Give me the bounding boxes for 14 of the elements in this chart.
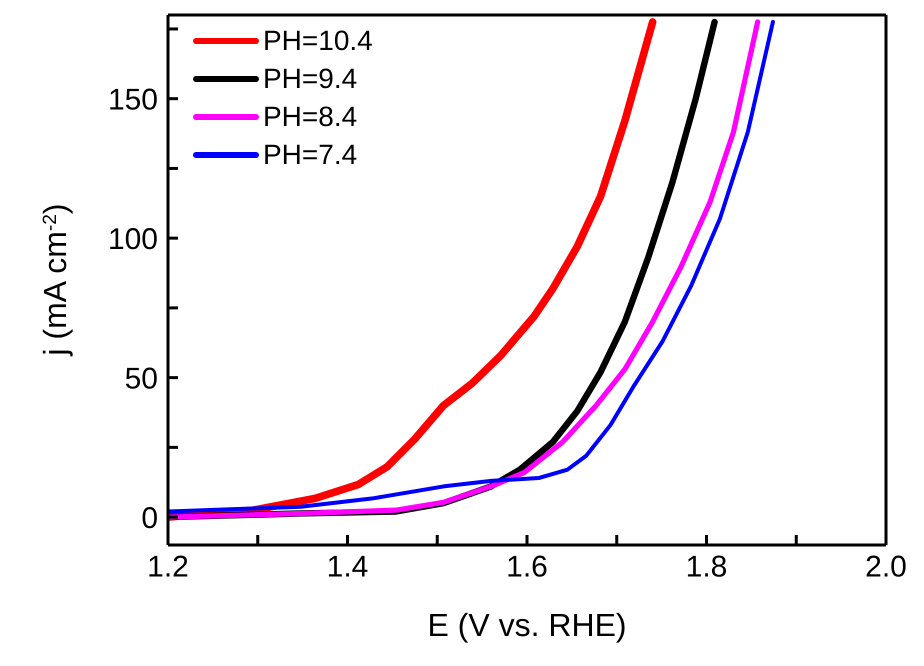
x-tick-label: 1.2: [147, 550, 189, 584]
y-tick-label: 0: [141, 502, 158, 535]
x-tick-label: 1.6: [506, 550, 548, 584]
legend-label: PH=8.4: [263, 101, 358, 133]
legend-label: PH=10.4: [263, 25, 373, 57]
x-axis-title: E (V vs. RHE): [427, 607, 627, 643]
y-tick-label: 50: [124, 362, 158, 396]
legend-label: PH=7.4: [263, 139, 358, 171]
y-tick-label: 150: [108, 83, 158, 116]
x-tick-label: 1.8: [686, 550, 728, 584]
y-tick-label: 100: [108, 222, 158, 256]
x-tick-label: 1.4: [326, 550, 368, 584]
x-tick-label: 2.0: [865, 550, 907, 584]
legend-label: PH=9.4: [263, 63, 358, 95]
